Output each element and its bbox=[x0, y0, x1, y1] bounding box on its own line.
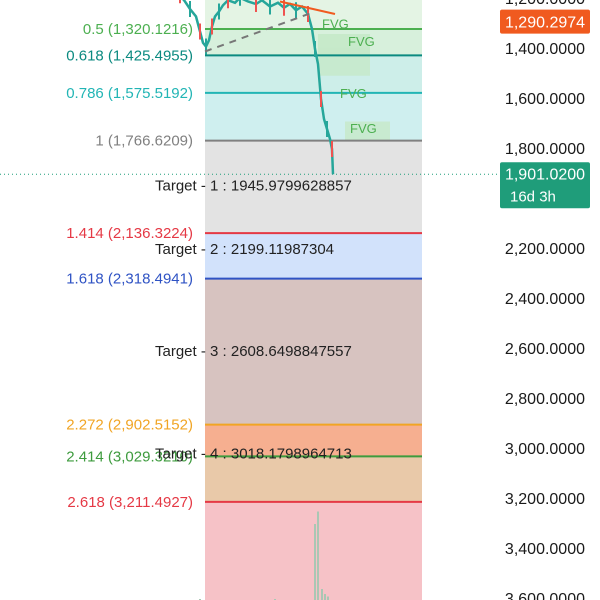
fvg-zone bbox=[318, 47, 370, 76]
fib-zone-2.414 bbox=[205, 456, 422, 502]
target-label-4: Target - 4 : 3018.1798964713 bbox=[155, 446, 352, 463]
fib-label-1: 1 (1,766.6209) bbox=[95, 133, 193, 150]
y-tick-label: 1,200.0000 bbox=[505, 0, 585, 8]
price-marker-current bbox=[500, 162, 590, 209]
price-marker-current-text: 1,901.0200 bbox=[505, 166, 585, 183]
y-tick-label: 2,200.0000 bbox=[505, 241, 585, 258]
fib-zone-1.414 bbox=[205, 233, 422, 279]
fib-label-1.414: 1.414 (2,136.3224) bbox=[66, 225, 193, 242]
price-line bbox=[182, 0, 335, 175]
fib-label-0.786: 0.786 (1,575.5192) bbox=[66, 85, 193, 102]
fib-label-2.618: 2.618 (3,211.4927) bbox=[67, 494, 193, 511]
fvg-label: FVG bbox=[340, 86, 367, 101]
y-tick-label: 1,600.0000 bbox=[505, 91, 585, 108]
fvg-zone bbox=[345, 121, 390, 142]
y-tick-label: 2,800.0000 bbox=[505, 391, 585, 408]
fib-label-2.414: 2.414 (3,029.3210) bbox=[66, 448, 193, 465]
fvg-label: FVG bbox=[350, 121, 377, 136]
fib-zone-2.272 bbox=[205, 424, 422, 457]
price-marker-countdown: 16d 3h bbox=[510, 188, 556, 205]
fvg-label: FVG bbox=[348, 34, 375, 49]
fib-label-0.5: 0.5 (1,320.1216) bbox=[83, 21, 193, 38]
price-marker-top bbox=[500, 9, 590, 34]
trend-line bbox=[204, 11, 313, 53]
fib-zone-1 bbox=[205, 140, 422, 234]
fvg-label: FVG bbox=[322, 17, 349, 32]
y-tick-label: 3,000.0000 bbox=[505, 441, 585, 458]
target-label-3: Target - 3 : 2608.6498847557 bbox=[155, 343, 352, 360]
fib-zone-0.618 bbox=[205, 55, 422, 93]
fib-zone-1.618 bbox=[205, 278, 422, 425]
y-tick-label: 2,400.0000 bbox=[505, 291, 585, 308]
y-tick-label: 2,600.0000 bbox=[505, 341, 585, 358]
y-tick-label: 1,800.0000 bbox=[505, 141, 585, 158]
fib-zone-2.618 bbox=[205, 501, 422, 600]
y-tick-label: 3,400.0000 bbox=[505, 541, 585, 558]
price-marker-top-text: 1,290.2974 bbox=[505, 15, 585, 32]
y-tick-label: 3,200.0000 bbox=[505, 491, 585, 508]
fib-zone-top bbox=[205, 0, 422, 30]
y-tick-label: 3,600.0000 bbox=[505, 591, 585, 600]
fib-label-2.272: 2.272 (2,902.5152) bbox=[66, 417, 193, 434]
target-label-2: Target - 2 : 2199.11987304 bbox=[155, 241, 334, 258]
resistance-line bbox=[279, 0, 336, 15]
fib-label-0.618: 0.618 (1,425.4955) bbox=[66, 47, 193, 64]
target-label-1: Target - 1 : 1945.9799628857 bbox=[155, 177, 352, 194]
fib-label-1.618: 1.618 (2,318.4941) bbox=[66, 271, 193, 288]
y-tick-label: 1,400.0000 bbox=[505, 41, 585, 58]
